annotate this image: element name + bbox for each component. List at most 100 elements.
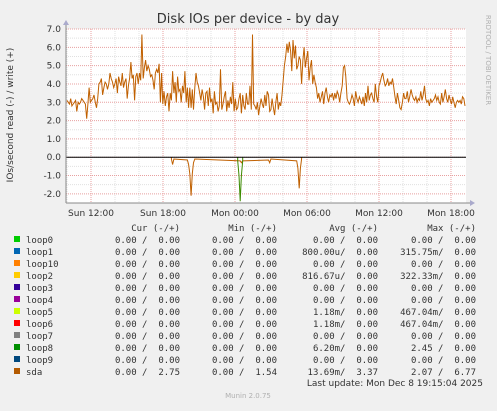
plot-area: 7.0 6.0 5.0 4.0 3.0 2.0 1.0 0.0 -1.0 -2.0 Sun 12:0…: [43, 20, 475, 219]
legend-avg-loop9: 0.00 / 0.00: [313, 356, 378, 366]
legend-header-cur: Cur (-/+): [131, 224, 180, 234]
legend-cur-loop7: 0.00 / 0.00: [115, 332, 180, 342]
legend-swatch-loop0: [14, 236, 20, 242]
legend-min-loop9: 0.00 / 0.00: [212, 356, 277, 366]
legend-min-loop1: 0.00 / 0.00: [212, 248, 277, 258]
y-tick-label: -1.0: [43, 172, 61, 182]
legend-min-loop10: 0.00 / 0.00: [212, 260, 277, 270]
x-tick-label: Mon 00:00: [211, 209, 259, 219]
x-tick-label: Sun 18:00: [140, 209, 186, 219]
legend-swatch-loop2: [14, 272, 20, 278]
legend-cur-loop0: 0.00 / 0.00: [115, 236, 180, 246]
x-tick-label: Mon 18:00: [427, 209, 475, 219]
legend-header-avg: Avg (-/+): [329, 224, 378, 234]
legend-swatch-loop7: [14, 332, 20, 338]
legend-swatch-sda: [14, 368, 20, 374]
legend-swatch-loop4: [14, 296, 20, 302]
legend-min-loop0: 0.00 / 0.00: [212, 236, 277, 246]
x-tick-label: Mon 06:00: [283, 209, 331, 219]
legend-name-loop9: loop9: [26, 356, 53, 366]
legend-max-loop6: 467.04m/ 0.00: [400, 320, 476, 330]
legend-max-loop1: 315.75m/ 0.00: [400, 248, 476, 258]
munin-version: Munin 2.0.75: [225, 392, 271, 400]
legend-avg-loop1: 800.00u/ 0.00: [302, 248, 378, 258]
legend-max-loop0: 0.00 / 0.00: [411, 236, 476, 246]
legend-max-loop8: 2.45 / 0.00: [411, 344, 476, 354]
y-tick-label: 4.0: [47, 80, 62, 90]
legend-avg-loop4: 0.00 / 0.00: [313, 296, 378, 306]
legend-name-loop6: loop6: [26, 320, 53, 330]
legend-max-sda: 2.07 / 6.77: [411, 368, 476, 378]
legend-cur-loop8: 0.00 / 0.00: [115, 344, 180, 354]
legend-cur-loop2: 0.00 / 0.00: [115, 272, 180, 282]
legend-swatch-loop8: [14, 344, 20, 350]
legend-name-sda: sda: [26, 368, 42, 378]
legend-max-loop10: 0.00 / 0.00: [411, 260, 476, 270]
legend-min-loop4: 0.00 / 0.00: [212, 296, 277, 306]
y-tick-label: 6.0: [47, 43, 62, 53]
legend-name-loop0: loop0: [26, 236, 53, 246]
y-tick-label: 5.0: [47, 62, 62, 72]
legend-cur-loop5: 0.00 / 0.00: [115, 308, 180, 318]
legend-name-loop8: loop8: [26, 344, 53, 354]
legend-header-min: Min (-/+): [228, 224, 277, 234]
legend-cur-loop3: 0.00 / 0.00: [115, 284, 180, 294]
read-spike-loop8: [237, 157, 244, 202]
y-tick-label: 0.0: [47, 153, 62, 163]
legend-min-loop7: 0.00 / 0.00: [212, 332, 277, 342]
legend-min-loop8: 0.00 / 0.00: [212, 344, 277, 354]
y-tick-label: 7.0: [47, 25, 62, 35]
legend-cur-loop10: 0.00 / 0.00: [115, 260, 180, 270]
y-axis-label: IOs/second read (-) / write (+): [6, 48, 16, 183]
legend-name-loop5: loop5: [26, 308, 53, 318]
plot-background: [66, 29, 466, 203]
legend-avg-loop0: 0.00 / 0.00: [313, 236, 378, 246]
legend-header-max: Max (-/+): [427, 224, 476, 234]
legend-avg-loop7: 0.00 / 0.00: [313, 332, 378, 342]
read-spike-sda: [170, 157, 303, 196]
series-line-sda: [66, 34, 466, 119]
y-axis-arrow: [63, 20, 69, 25]
legend-avg-loop6: 1.18m/ 0.00: [313, 320, 378, 330]
legend: Cur (-/+) Min (-/+) Avg (-/+) Max (-/+) loop…: [14, 224, 476, 378]
legend-name-loop3: loop3: [26, 284, 53, 294]
chart-title: Disk IOs per device - by day: [157, 12, 340, 27]
legend-cur-loop9: 0.00 / 0.00: [115, 356, 180, 366]
legend-name-loop7: loop7: [26, 332, 53, 342]
legend-swatch-loop3: [14, 284, 20, 290]
y-tick-label: -2.0: [43, 190, 61, 200]
last-update-text: Last update: Mon Dec 8 19:15:04 2025: [307, 379, 483, 389]
legend-min-loop3: 0.00 / 0.00: [212, 284, 277, 294]
legend-avg-loop2: 816.67u/ 0.00: [302, 272, 378, 282]
legend-avg-loop3: 0.00 / 0.00: [313, 284, 378, 294]
legend-cur-loop4: 0.00 / 0.00: [115, 296, 180, 306]
legend-cur-loop1: 0.00 / 0.00: [115, 248, 180, 258]
legend-avg-loop5: 1.18m/ 0.00: [313, 308, 378, 318]
legend-swatch-loop9: [14, 356, 20, 362]
legend-name-loop2: loop2: [26, 272, 53, 282]
legend-swatch-loop6: [14, 320, 20, 326]
y-tick-label: 1.0: [47, 135, 62, 145]
legend-name-loop4: loop4: [26, 296, 53, 306]
legend-min-sda: 0.00 / 1.54: [212, 368, 277, 378]
legend-avg-loop10: 0.00 / 0.00: [313, 260, 378, 270]
legend-name-loop10: loop10: [26, 260, 59, 270]
legend-name-loop1: loop1: [26, 248, 53, 258]
y-tick-label: 2.0: [47, 117, 62, 127]
legend-swatch-loop10: [14, 260, 20, 266]
legend-swatch-loop5: [14, 308, 20, 314]
x-tick-label: Mon 12:00: [355, 209, 403, 219]
legend-max-loop5: 467.04m/ 0.00: [400, 308, 476, 318]
x-axis-arrow: [470, 200, 475, 206]
rrdtool-watermark: RRDTOOL / TOBI OETIKER: [484, 15, 492, 105]
y-tick-label: 3.0: [47, 98, 62, 108]
legend-min-loop2: 0.00 / 0.00: [212, 272, 277, 282]
legend-max-loop7: 0.00 / 0.00: [411, 332, 476, 342]
legend-avg-loop8: 6.20m/ 0.00: [313, 344, 378, 354]
legend-max-loop3: 0.00 / 0.00: [411, 284, 476, 294]
legend-cur-sda: 0.00 / 2.75: [115, 368, 180, 378]
legend-min-loop5: 0.00 / 0.00: [212, 308, 277, 318]
legend-max-loop2: 322.33m/ 0.00: [400, 272, 476, 282]
